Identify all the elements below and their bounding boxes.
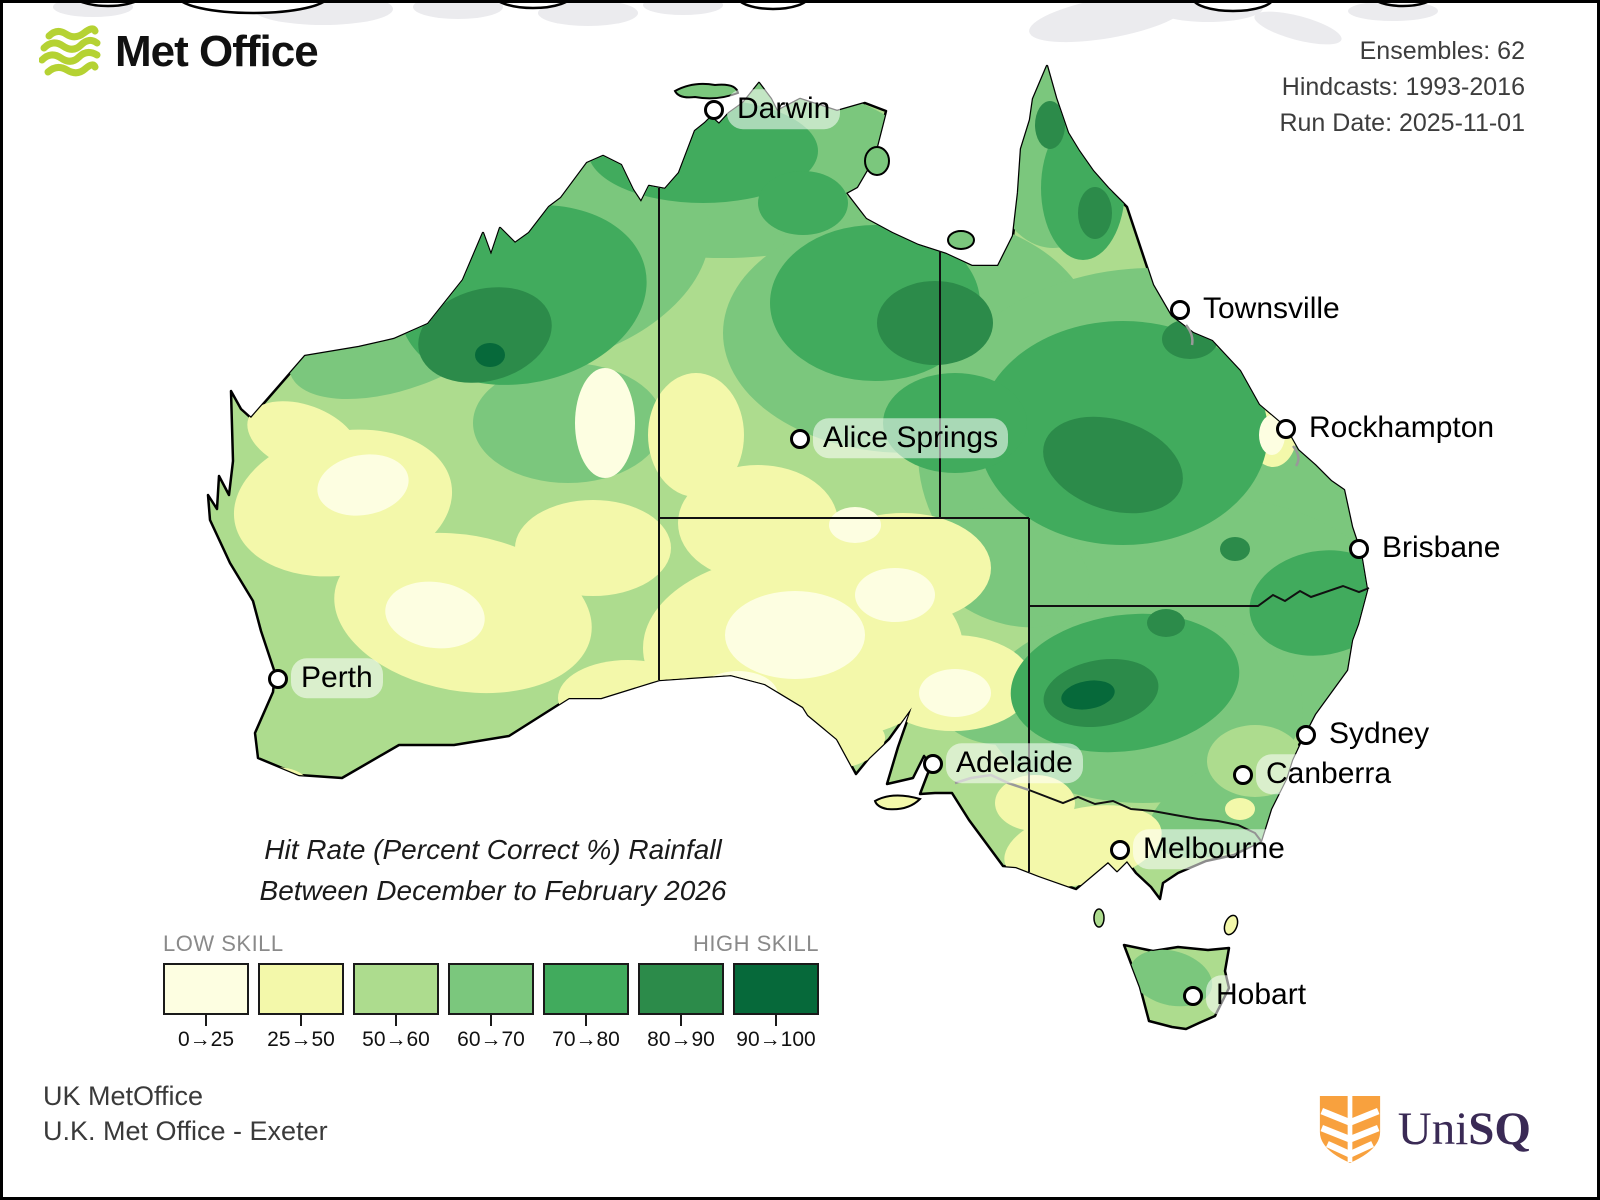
city-dot-icon — [704, 100, 724, 120]
city-label: Melbourne — [1133, 829, 1295, 870]
city-label: Darwin — [727, 89, 841, 130]
met-office-waves-icon — [39, 25, 101, 77]
map-title: Hit Rate (Percent Correct %) Rainfall Be… — [233, 829, 753, 911]
credits: UK MetOffice U.K. Met Office - Exeter — [43, 1079, 328, 1149]
city-label: Alice Springs — [813, 418, 1009, 459]
legend-item-label: 50→60 — [362, 1028, 430, 1051]
legend-swatch — [638, 963, 724, 1015]
legend-item-label: 90→100 — [736, 1028, 816, 1051]
legend-tick — [300, 1015, 302, 1026]
legend-swatch — [543, 963, 629, 1015]
city-dot-icon — [1296, 725, 1316, 745]
city-dot-icon — [1110, 840, 1130, 860]
offshore-islands — [673, 82, 1239, 936]
legend-item: 90→100 — [733, 963, 819, 1052]
credits-line1: UK MetOffice — [43, 1081, 204, 1111]
map-title-line1: Hit Rate (Percent Correct %) Rainfall — [264, 834, 722, 865]
unisq-wordmark-sq: SQ — [1468, 1103, 1531, 1155]
city-dot-icon — [790, 429, 810, 449]
city-dot-icon — [923, 754, 943, 774]
legend-low-label: LOW SKILL — [163, 931, 284, 956]
unisq-wordmark-uni: Uni — [1397, 1103, 1469, 1155]
legend-item: 80→90 — [638, 963, 724, 1052]
legend-tick — [490, 1015, 492, 1026]
legend-swatch — [163, 963, 249, 1015]
run-info: Ensembles: 62 Hindcasts: 1993-2016 Run D… — [1279, 33, 1525, 141]
credits-line2: U.K. Met Office - Exeter — [43, 1116, 328, 1146]
city-dot-icon — [1183, 986, 1203, 1006]
legend-item-label: 0→25 — [177, 1028, 235, 1051]
legend-item: 0→25 — [163, 963, 249, 1052]
legend-item: 70→80 — [543, 963, 629, 1052]
legend-item-label: 80→90 — [647, 1028, 715, 1051]
legend-item-label: 25→50 — [267, 1028, 335, 1051]
legend-item: 25→50 — [258, 963, 344, 1052]
legend-swatch — [353, 963, 439, 1015]
city-label: Rockhampton — [1299, 408, 1505, 449]
legend-high-label: HIGH SKILL — [692, 931, 819, 956]
city-label: Townsville — [1193, 289, 1350, 330]
legend-row: 0→25 25→50 50→60 60→70 70→80 80→90 — [163, 963, 819, 1052]
legend-swatch — [448, 963, 534, 1015]
met-office-wordmark: Met Office — [115, 27, 319, 76]
city-label: Adelaide — [946, 743, 1083, 784]
legend-tick — [775, 1015, 777, 1026]
ensembles-line: Ensembles: 62 — [1359, 37, 1525, 65]
city-label: Sydney — [1319, 714, 1440, 755]
city-dot-icon — [268, 669, 288, 689]
state-borders — [658, 188, 1370, 872]
city-label: Hobart — [1206, 975, 1317, 1016]
city-label: Perth — [291, 658, 383, 699]
skill-legend: LOW SKILL HIGH SKILL 0→25 25→50 50→60 60… — [163, 931, 819, 1052]
legend-tick — [205, 1015, 207, 1026]
legend-tick — [680, 1015, 682, 1026]
unisq-wordmark: UniSQ — [1398, 1102, 1531, 1156]
rundate-line: Run Date: 2025-11-01 — [1279, 109, 1525, 137]
city-label: Brisbane — [1372, 528, 1511, 569]
map-title-line2: Between December to February 2026 — [259, 875, 727, 906]
australia-skill-map — [53, 3, 1438, 1031]
unisq-logo: UniSQ — [1318, 1091, 1531, 1167]
city-dot-icon — [1276, 419, 1296, 439]
legend-tick — [585, 1015, 587, 1026]
city-dot-icon — [1233, 765, 1253, 785]
legend-item-label: 70→80 — [552, 1028, 620, 1051]
legend-item: 60→70 — [448, 963, 534, 1052]
legend-item: 50→60 — [353, 963, 439, 1052]
unisq-shield-icon — [1319, 1094, 1380, 1163]
city-dot-icon — [1349, 539, 1369, 559]
city-dot-icon — [1170, 300, 1190, 320]
legend-swatch — [733, 963, 819, 1015]
city-label: Canberra — [1256, 754, 1402, 795]
met-office-logo: Met Office — [39, 25, 319, 79]
legend-tick — [395, 1015, 397, 1026]
legend-item-label: 60→70 — [457, 1028, 525, 1051]
legend-swatch — [258, 963, 344, 1015]
clipped-top-islands — [81, 3, 1428, 15]
hindcasts-line: Hindcasts: 1993-2016 — [1281, 73, 1525, 101]
